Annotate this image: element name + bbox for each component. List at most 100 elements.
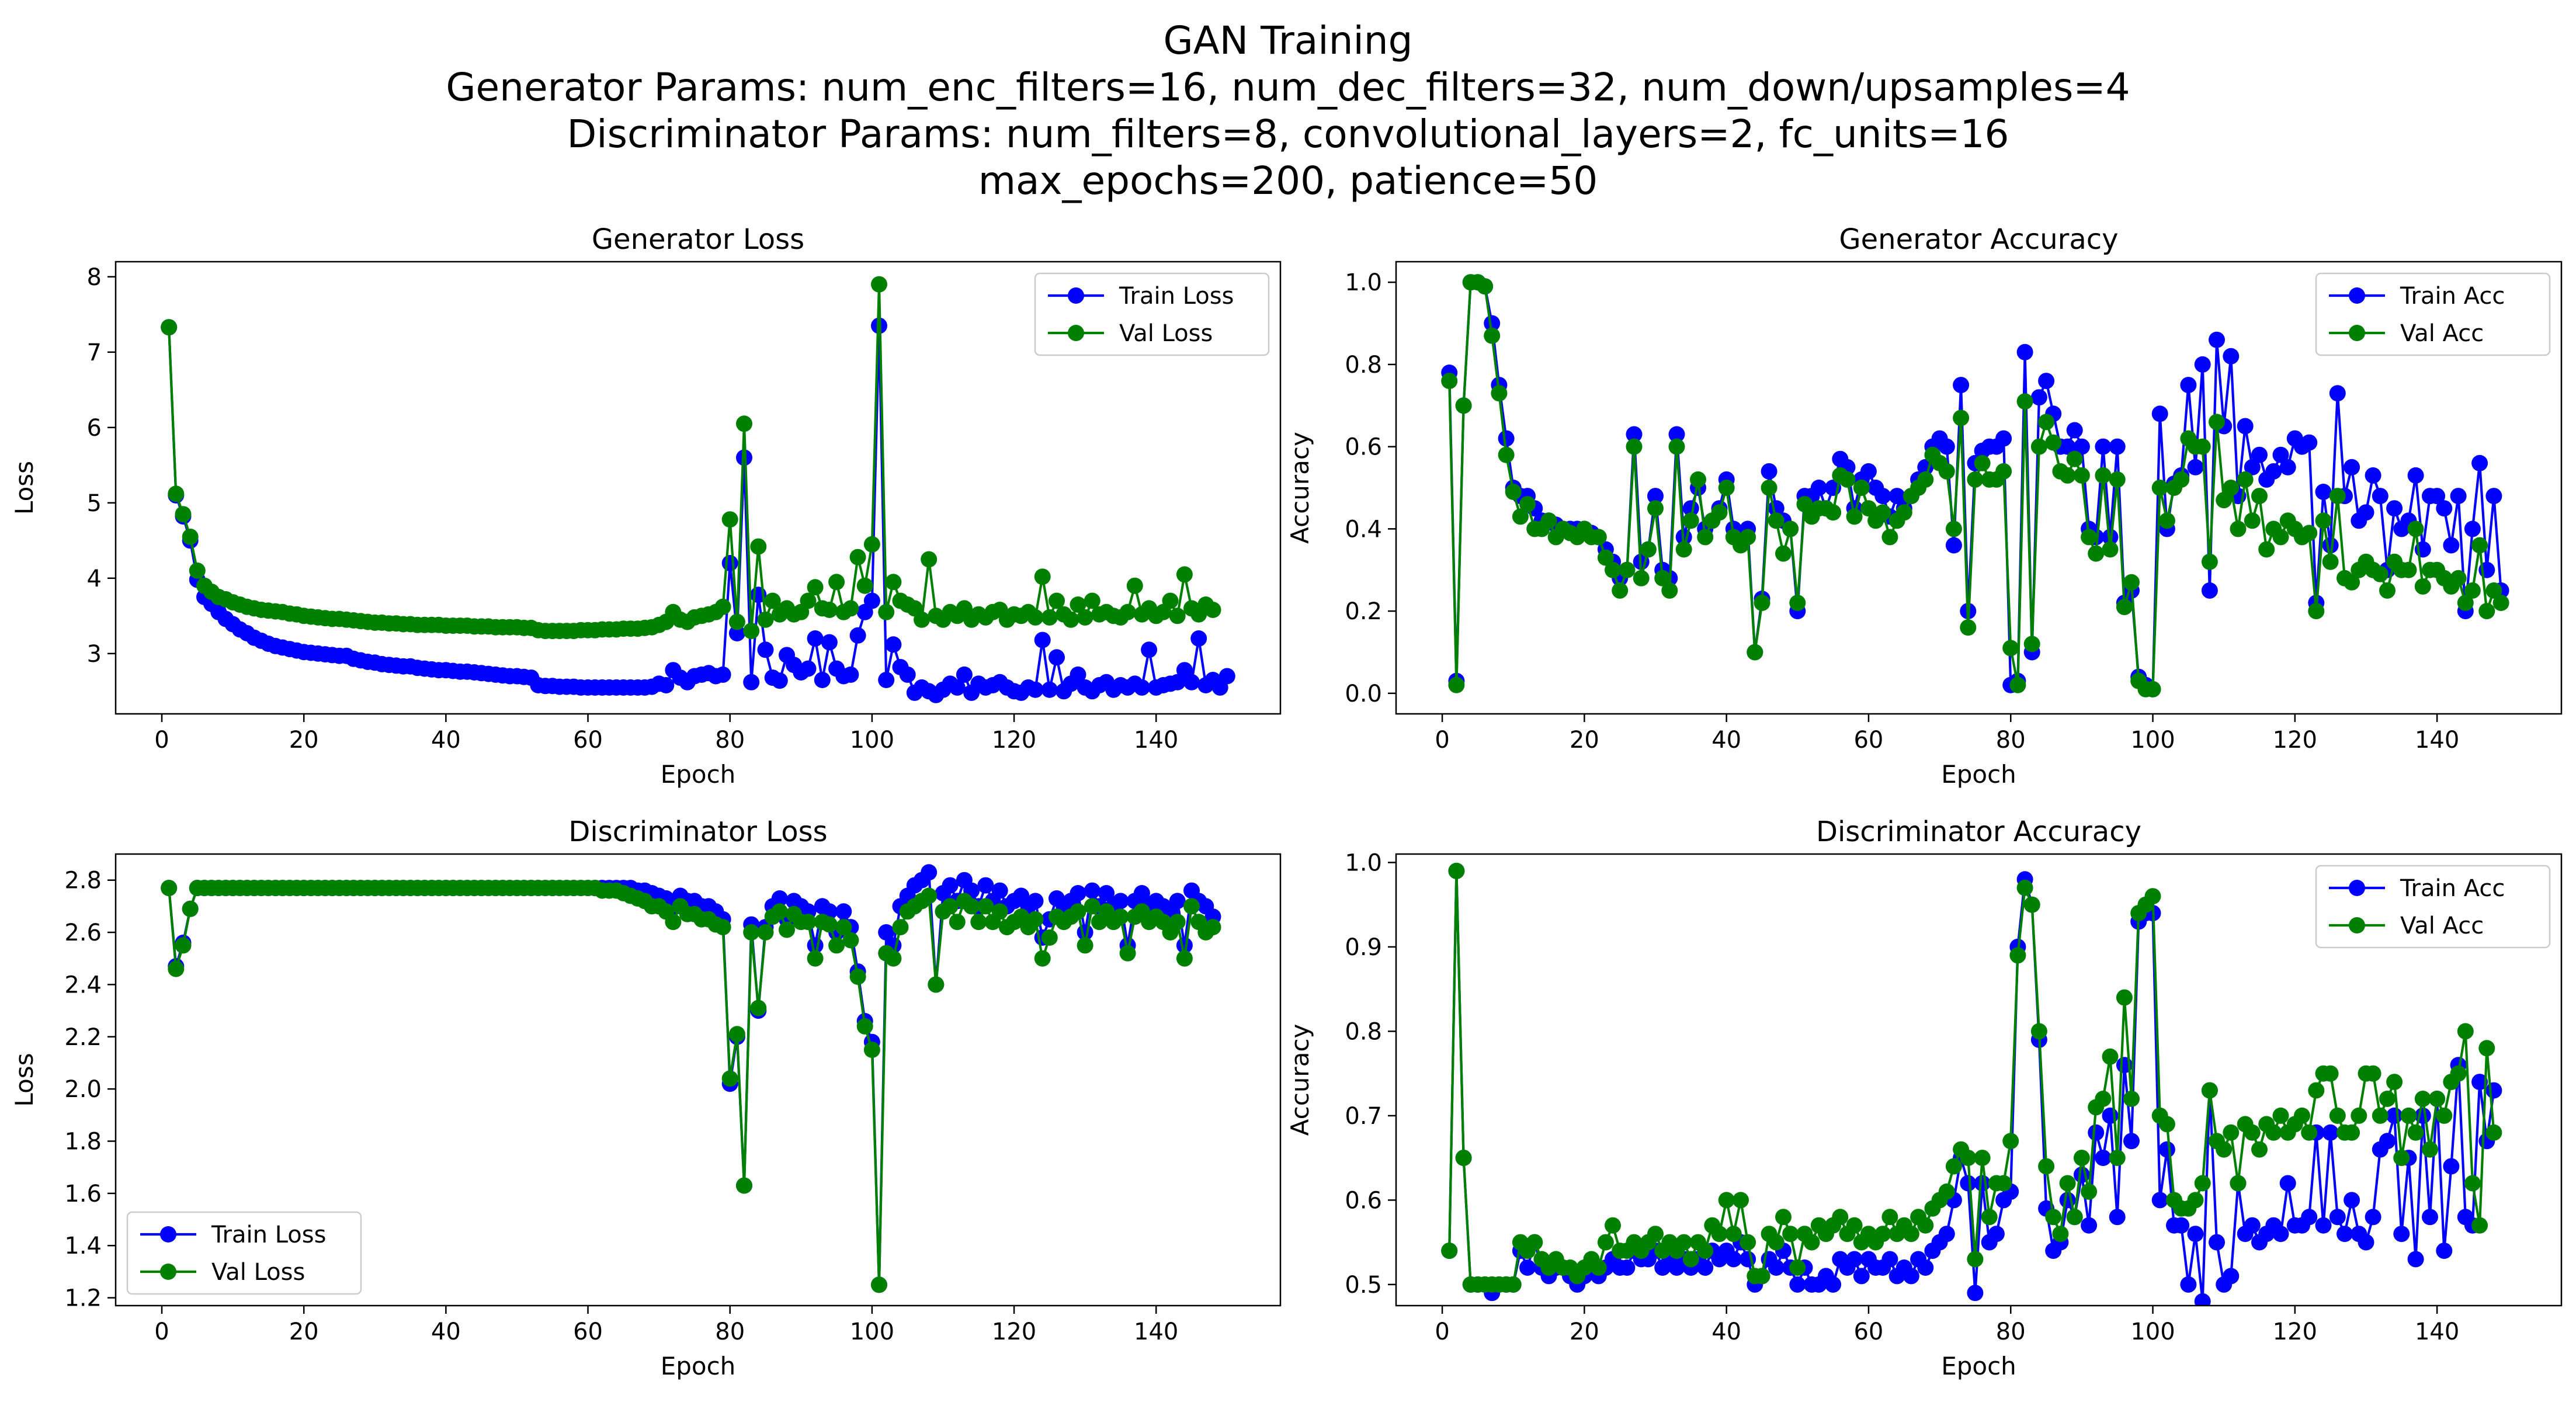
data-point: [2201, 582, 2218, 599]
data-point: [2052, 1226, 2069, 1243]
data-point: [2081, 1183, 2098, 1200]
x-tick-label: 80: [1996, 1318, 2026, 1345]
data-point: [2436, 1107, 2453, 1124]
data-point: [1846, 1217, 1863, 1234]
data-point: [1027, 893, 1044, 910]
data-point: [2095, 1091, 2112, 1107]
data-point: [1860, 463, 1877, 480]
data-point: [1960, 619, 1977, 636]
data-point: [764, 592, 781, 609]
y-tick-label: 1.0: [1345, 269, 1382, 296]
data-point: [814, 672, 831, 688]
data-point: [2237, 418, 2254, 435]
data-point: [1810, 480, 1827, 496]
data-point: [1796, 496, 1813, 513]
data-point: [2251, 446, 2268, 463]
data-point: [750, 1000, 767, 1016]
data-point: [1626, 438, 1643, 455]
data-point: [1775, 1209, 1792, 1226]
data-point: [821, 916, 838, 933]
data-point: [1874, 488, 1891, 505]
data-point: [2059, 1175, 2076, 1192]
data-point: [2372, 565, 2388, 582]
data-point: [1832, 1209, 1849, 1226]
data-point: [2485, 1082, 2502, 1099]
data-point: [1839, 471, 1856, 488]
data-point: [1077, 609, 1093, 626]
data-point: [714, 598, 731, 615]
legend: Train Loss Val Loss: [126, 1211, 362, 1295]
data-point: [2144, 888, 2161, 905]
x-tick-label: 40: [1711, 1318, 1741, 1345]
data-point: [956, 666, 973, 683]
data-point: [2485, 582, 2502, 599]
data-point: [665, 914, 682, 931]
data-point: [2059, 467, 2076, 484]
x-axis-label: Epoch: [1941, 1352, 2016, 1380]
data-point: [1789, 1259, 1806, 1276]
data-point: [2151, 405, 2168, 422]
x-tick-label: 120: [2273, 1318, 2317, 1345]
data-point: [2443, 1158, 2460, 1175]
data-point: [2365, 1065, 2381, 1082]
data-point: [2322, 1124, 2339, 1141]
plot-area: [161, 276, 1235, 703]
data-point: [2201, 553, 2218, 570]
data-point: [1682, 512, 1699, 529]
data-point: [878, 924, 895, 941]
data-point: [771, 890, 788, 907]
data-point: [871, 276, 887, 293]
data-point: [743, 924, 760, 941]
data-point: [1484, 315, 1501, 332]
data-point: [856, 1018, 873, 1035]
data-point: [878, 603, 895, 620]
data-point: [175, 937, 192, 954]
data-point: [2294, 1107, 2310, 1124]
data-point: [2471, 1217, 2488, 1234]
data-point: [1126, 577, 1143, 594]
data-point: [1782, 1226, 1799, 1243]
data-point: [2045, 1209, 2062, 1226]
data-point: [2251, 1141, 2268, 1158]
data-point: [2329, 488, 2346, 505]
y-tick-label: 0.6: [1345, 1187, 1382, 1214]
data-point: [1498, 430, 1515, 447]
data-point: [2471, 1074, 2488, 1091]
data-point: [728, 1026, 745, 1043]
data-point: [863, 1042, 880, 1059]
data-point: [2002, 1133, 2019, 1150]
legend-marker: [2349, 880, 2365, 896]
data-point: [1725, 1226, 1742, 1243]
data-point: [2322, 553, 2339, 570]
legend-marker: [1068, 287, 1084, 304]
y-tick-label: 1.8: [64, 1129, 102, 1155]
axes-frame: [114, 261, 1282, 715]
data-point: [2485, 1124, 2502, 1141]
x-tick-label: 60: [1853, 727, 1883, 754]
y-tick-label: 0.5: [1345, 1272, 1382, 1299]
data-point: [2123, 1133, 2140, 1150]
suptitle-line: Discriminator Params: num_filters=8, con…: [567, 112, 2009, 157]
data-point: [2223, 1268, 2240, 1285]
data-point: [2244, 459, 2261, 476]
legend-label: Val Loss: [211, 1259, 305, 1286]
data-point: [1141, 641, 1158, 658]
legend-frame: [1034, 272, 1270, 356]
data-point: [2407, 1251, 2424, 1268]
data-point: [2308, 603, 2325, 620]
data-point: [2329, 1209, 2346, 1226]
data-point: [1974, 1175, 1991, 1192]
data-point: [991, 903, 1008, 920]
x-tick-label: 120: [2273, 727, 2317, 754]
data-point: [2158, 512, 2175, 529]
data-point: [1512, 508, 1529, 525]
data-point: [1803, 1234, 1820, 1251]
data-point: [1633, 570, 1650, 587]
data-point: [1917, 471, 1934, 488]
data-point: [743, 623, 760, 640]
data-point: [2030, 1023, 2047, 1040]
data-point: [942, 877, 959, 894]
data-point: [1881, 529, 1898, 546]
data-point: [1995, 430, 2012, 447]
